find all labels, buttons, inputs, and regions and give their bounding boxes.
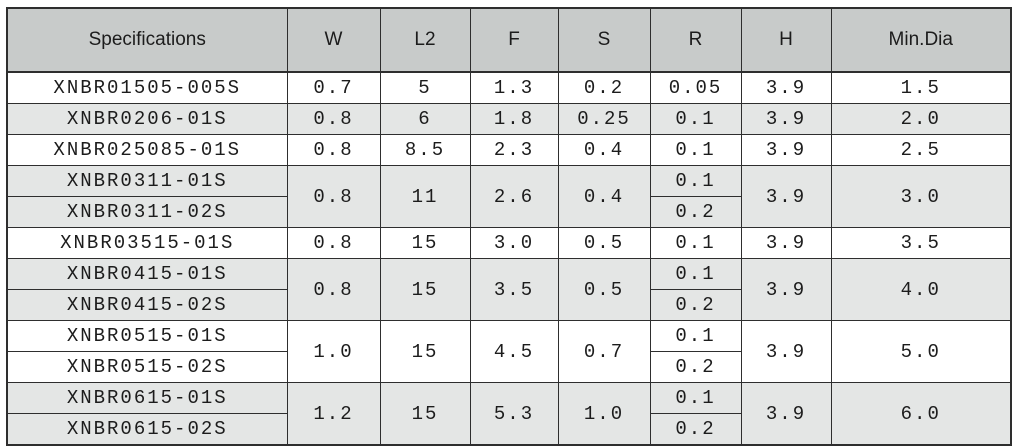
cell-s: 0.5 [557,227,651,259]
column-header-h: H [740,7,832,73]
cell-r: 0.2 [649,289,742,321]
header-row: Specifications W L2 F S R H Min.Dia [6,7,1012,73]
cell-r: 0.2 [649,413,742,446]
cell-s: 0.4 [557,165,651,228]
cell-w: 0.8 [286,134,381,166]
cell-r: 0.1 [649,227,742,259]
cell-r: 0.1 [649,134,742,166]
cell-r: 0.1 [649,320,742,352]
cell-l2: 11 [379,165,471,228]
table-row: XNBR0415-01S 0.8 15 3.5 0.5 0.1 3.9 4.0 [6,258,1012,321]
cell-r: 0.1 [649,103,742,135]
cell-f: 3.0 [469,227,559,259]
specifications-table: Specifications W L2 F S R H Min.Dia XNBR01505-0… [6,7,1012,446]
cell-spec: XNBR025085-01S [6,134,288,166]
cell-l2: 5 [379,71,471,104]
column-header-l2: L2 [379,7,471,73]
table-row: XNBR0311-01S 0.8 11 2.6 0.4 0.1 3.9 3.0 [6,165,1012,228]
cell-spec: XNBR0415-02S [6,289,288,321]
cell-spec: XNBR0311-01S [6,165,288,197]
cell-l2: 15 [379,382,471,446]
cell-h: 3.9 [740,382,832,446]
cell-f: 2.3 [469,134,559,166]
column-header-spec: Specifications [6,7,288,73]
cell-min-dia: 3.5 [830,227,1012,259]
cell-spec: XNBR0311-02S [6,196,288,228]
cell-s: 0.25 [557,103,651,135]
cell-w: 1.0 [286,320,381,383]
table-row: XNBR0515-02S 0.2 [6,351,1011,383]
cell-h: 3.9 [740,258,832,321]
column-header-w: W [286,7,381,73]
cell-r: 0.2 [649,196,742,228]
cell-min-dia: 6.0 [830,382,1012,446]
cell-f: 1.8 [469,103,559,135]
cell-w: 1.2 [286,382,381,446]
cell-f: 1.3 [469,71,559,104]
cell-l2: 8.5 [379,134,471,166]
table-row: XNBR0615-02S 0.2 [6,413,1011,446]
cell-r: 0.05 [649,71,742,104]
cell-r: 0.2 [649,351,742,383]
table-row: XNBR0311-02S 0.2 [6,196,1011,228]
table-row: XNBR0515-01S 1.0 15 4.5 0.7 0.1 3.9 5.0 [6,320,1012,383]
cell-w: 0.8 [286,227,381,259]
cell-spec: XNBR03515-01S [6,227,288,259]
column-header-r: R [649,7,742,73]
cell-min-dia: 1.5 [830,71,1012,104]
cell-f: 2.6 [469,165,559,228]
table-row: XNBR01505-005S 0.7 5 1.3 0.2 0.05 3.9 1.5 [6,71,1012,104]
cell-min-dia: 2.0 [830,103,1012,135]
cell-f: 5.3 [469,382,559,446]
cell-w: 0.8 [286,258,381,321]
cell-spec: XNBR0415-01S [6,258,288,290]
column-header-s: S [557,7,651,73]
cell-l2: 15 [379,258,471,321]
cell-spec: XNBR0615-01S [6,382,288,414]
table-row: XNBR03515-01S 0.8 15 3.0 0.5 0.1 3.9 3.5 [6,227,1012,259]
table-body: XNBR01505-005S 0.7 5 1.3 0.2 0.05 3.9 1.5 XNBR02… [6,71,1012,446]
table-row: XNBR025085-01S 0.8 8.5 2.3 0.4 0.1 3.9 2.5 [6,134,1012,166]
cell-s: 0.2 [557,71,651,104]
cell-h: 3.9 [740,320,832,383]
table-row: XNBR0615-01S 1.2 15 5.3 1.0 0.1 3.9 6.0 [6,382,1012,446]
cell-spec: XNBR01505-005S [6,71,288,104]
cell-w: 0.8 [286,165,381,228]
cell-w: 0.7 [286,71,381,104]
cell-s: 0.5 [557,258,651,321]
cell-s: 1.0 [557,382,651,446]
cell-r: 0.1 [649,165,742,197]
cell-min-dia: 2.5 [830,134,1012,166]
cell-s: 0.4 [557,134,651,166]
cell-spec: XNBR0206-01S [6,103,288,135]
cell-l2: 15 [379,320,471,383]
cell-min-dia: 3.0 [830,165,1012,228]
spec-sheet: Specifications W L2 F S R H Min.Dia XNBR01505-0… [6,7,1012,446]
cell-h: 3.9 [740,103,832,135]
cell-f: 4.5 [469,320,559,383]
column-header-min_dia: Min.Dia [830,7,1012,73]
cell-r: 0.1 [649,258,742,290]
table-header: Specifications W L2 F S R H Min.Dia [6,7,1012,73]
cell-l2: 15 [379,227,471,259]
cell-r: 0.1 [649,382,742,414]
cell-h: 3.9 [740,165,832,228]
cell-f: 3.5 [469,258,559,321]
column-header-f: F [469,7,559,73]
cell-spec: XNBR0515-02S [6,351,288,383]
cell-spec: XNBR0515-01S [6,320,288,352]
cell-min-dia: 4.0 [830,258,1012,321]
cell-s: 0.7 [557,320,651,383]
cell-h: 3.9 [740,71,832,104]
cell-l2: 6 [379,103,471,135]
cell-min-dia: 5.0 [830,320,1012,383]
cell-h: 3.9 [740,227,832,259]
cell-w: 0.8 [286,103,381,135]
table-row: XNBR0206-01S 0.8 6 1.8 0.25 0.1 3.9 2.0 [6,103,1012,135]
cell-h: 3.9 [740,134,832,166]
cell-spec: XNBR0615-02S [6,413,288,446]
